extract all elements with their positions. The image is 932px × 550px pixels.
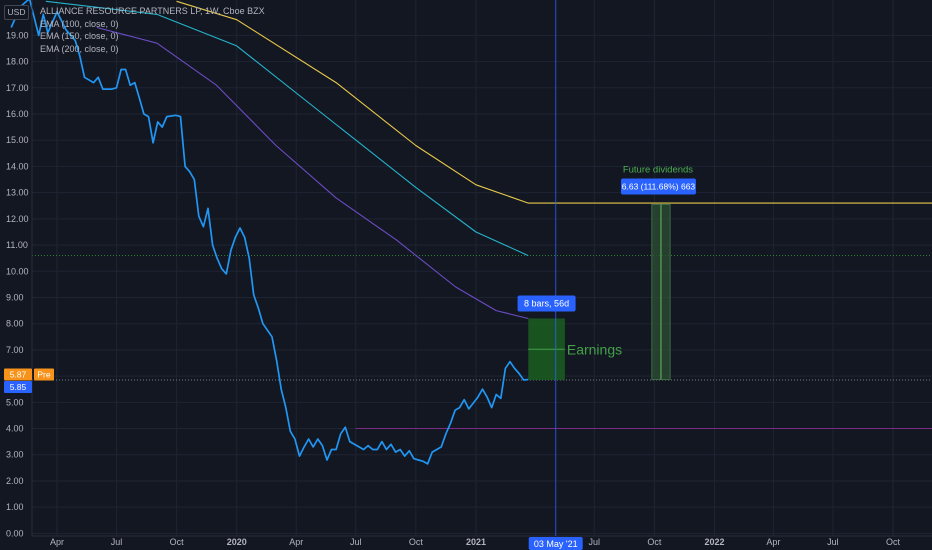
x-tick-label: Jul <box>350 537 362 547</box>
currency-button[interactable]: USD <box>4 5 29 20</box>
ema-200-line <box>176 0 932 204</box>
y-tick-label: 16.00 <box>6 109 29 119</box>
pre-price-badge <box>4 381 32 394</box>
y-tick-label: 15.00 <box>6 135 29 145</box>
y-tick-label: 7.00 <box>6 345 24 355</box>
y-tick-label: 4.00 <box>6 424 24 434</box>
legend-ema-200[interactable]: EMA (200, close, 0) <box>40 43 119 54</box>
future-dividends-label: Future dividends <box>623 164 693 175</box>
range-boxes <box>528 203 671 381</box>
x-tick-label: Oct <box>886 537 901 547</box>
y-tick-label: 2.00 <box>6 476 24 486</box>
y-tick-label: 9.00 <box>6 292 24 302</box>
dividend-measure-badge <box>620 178 696 195</box>
symbol-title[interactable]: ALLIANCE RESOURCE PARTNERS LP, 1W, Cboe … <box>40 6 265 16</box>
bars-range-badge <box>517 295 576 312</box>
ema-100-line <box>96 26 529 320</box>
pre-price-label: 5.85 <box>10 382 27 392</box>
y-tick-label: 0.00 <box>6 528 24 538</box>
crosshair-date-label: 03 May '21 <box>534 539 578 549</box>
y-tick-label: 12.00 <box>6 214 29 224</box>
x-tick-label: Jul <box>111 537 123 547</box>
y-axis[interactable]: 0.001.002.003.004.005.006.007.008.009.00… <box>6 0 33 538</box>
earnings-label: Earnings <box>567 341 622 357</box>
y-tick-label: 1.00 <box>6 502 24 512</box>
pre-label: Pre <box>37 370 51 380</box>
series-lines <box>10 0 932 465</box>
annotations: 03 May '21 8 bars, 56d Earnings Future divi… <box>4 0 696 550</box>
x-tick-label: Jul <box>589 537 601 547</box>
x-axis[interactable]: Apr Jul Oct 2020 Apr Jul Oct 2021 Jul Oct 2022 Apr J… <box>32 535 932 547</box>
y-tick-label: 19.00 <box>6 30 29 40</box>
ema-150-line <box>45 0 529 257</box>
x-tick-label: 2021 <box>466 537 486 547</box>
y-tick-label: 10.00 <box>6 266 29 276</box>
y-tick-label: 17.00 <box>6 83 29 93</box>
x-tick-label: Apr <box>289 537 303 547</box>
y-tick-label: 13.00 <box>6 188 29 198</box>
legend-ema-150[interactable]: EMA (150, close, 0) <box>40 31 119 41</box>
x-tick-label: Oct <box>409 537 424 547</box>
x-tick-label: Jul <box>827 537 839 547</box>
x-tick-label: Oct <box>170 537 185 547</box>
x-tick-label: Apr <box>50 537 64 547</box>
horizontal-levels <box>32 255 932 430</box>
crosshair-date-badge <box>528 537 583 550</box>
x-tick-label: Apr <box>766 537 780 547</box>
chart-legend: ALLIANCE RESOURCE PARTNERS LP, 1W, Cboe … <box>40 5 265 55</box>
dividend-measure-label: 6.63 (111.68%) 663 <box>622 181 696 191</box>
price-line <box>10 0 529 465</box>
y-tick-label: 18.00 <box>6 57 29 67</box>
legend-ema-100[interactable]: EMA (100, close, 0) <box>40 18 119 29</box>
y-tick-label: 5.00 <box>6 397 24 407</box>
y-tick-label: 14.00 <box>6 161 29 171</box>
x-tick-label: Oct <box>647 537 662 547</box>
grid-lines <box>32 0 932 536</box>
y-tick-label: 8.00 <box>6 319 24 329</box>
x-tick-label: 2020 <box>227 537 247 547</box>
pre-badge <box>34 368 54 381</box>
last-price-label: 5.87 <box>10 370 27 380</box>
y-tick-label: 11.00 <box>6 240 28 250</box>
y-tick-label: 3.00 <box>6 450 24 460</box>
bars-range-label: 8 bars, 56d <box>524 298 569 308</box>
x-tick-label: 2022 <box>705 537 725 547</box>
last-price-badge <box>4 368 32 381</box>
